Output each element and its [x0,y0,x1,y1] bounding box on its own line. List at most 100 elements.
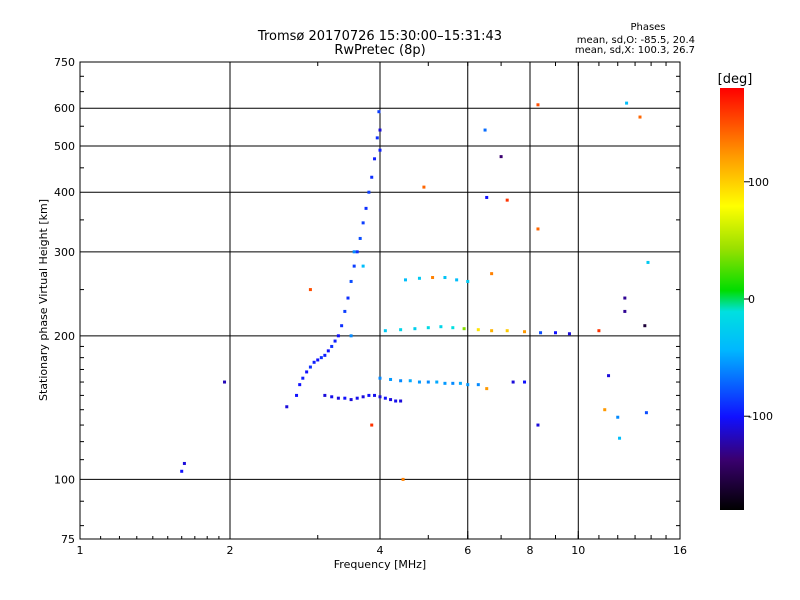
data-point [485,387,489,391]
data-point [312,360,316,364]
data-point [466,279,470,283]
data-point [349,334,353,338]
data-point [370,423,374,427]
data-point [349,279,353,283]
y-tick-label: 75 [61,533,75,546]
data-point [330,395,334,399]
data-point [458,381,462,385]
stats-line-o: mean, sd,O: -85.5, 20.4 [577,35,695,46]
data-point [301,376,305,380]
data-point [485,195,489,199]
data-point [355,396,359,400]
data-point [323,393,327,397]
data-point [349,398,353,402]
data-point [340,324,344,328]
data-point [426,380,430,384]
data-point [375,136,379,140]
data-point [603,408,607,412]
data-point [352,250,356,254]
data-point [607,374,611,378]
data-point [431,276,435,280]
chart-title: Tromsø 20170726 15:30:00–15:31:43 [257,29,502,44]
x-tick-label: 1 [77,544,84,557]
data-point [336,396,340,400]
data-point [305,370,309,374]
data-point [443,381,447,385]
data-point [403,278,407,282]
x-tick-label: 4 [377,544,384,557]
data-point [553,331,557,335]
data-point [616,415,620,419]
minor-ticks [80,62,680,539]
data-point [378,148,382,152]
x-tick-label: 2 [227,544,234,557]
data-point [567,332,571,336]
data-point [462,327,466,331]
data-point [330,344,334,348]
data-point [646,260,650,264]
colorbar-tick-label: 0 [748,293,755,306]
data-point [361,395,365,399]
data-point [443,276,447,280]
data-point [505,198,509,202]
data-point [285,405,289,409]
data-point [378,128,382,132]
data-point [383,329,387,333]
data-point [389,398,393,402]
x-axis-label: Frequency [MHz] [334,558,426,571]
data-point [523,380,527,384]
data-point [451,381,455,385]
data-point [625,101,629,105]
y-tick-label: 750 [54,56,75,69]
y-tick-labels: 75 100 200 300 400 500 600 750 [54,56,75,546]
data-point [182,461,186,465]
data-point [346,296,350,300]
data-point [638,115,642,119]
data-point [399,379,403,383]
data-point [361,264,365,268]
data-point [623,296,627,300]
data-point [295,393,299,397]
data-point [361,221,365,225]
data-point [223,380,227,384]
y-tick-label: 300 [54,246,75,259]
data-point [308,288,312,292]
data-point [180,469,184,473]
data-point [490,329,494,333]
data-point [413,327,417,331]
data-point [483,128,487,132]
data-point [378,395,382,399]
stats-header: Phases [630,22,665,33]
data-point [358,236,362,240]
data-point [367,190,371,194]
data-point [643,324,647,328]
data-point [308,365,312,369]
x-tick-label: 6 [464,544,471,557]
data-point [373,393,377,397]
data-point [399,399,403,403]
data-point [426,326,430,330]
data-point [417,380,421,384]
data-point [505,329,509,333]
data-point [336,334,340,338]
data-point [316,358,320,362]
data-point [417,276,421,280]
data-point [511,380,515,384]
data-point [644,411,648,415]
data-point [401,477,405,481]
colorbar [720,88,744,510]
data-point [389,377,393,381]
data-point [383,396,387,400]
data-point [439,325,443,329]
data-point [435,380,439,384]
data-point [355,250,359,254]
data-point [394,399,398,403]
data-point [352,264,356,268]
data-point [523,330,527,334]
x-tick-labels: 1 2 4 6 8 10 16 [77,544,688,557]
x-tick-label: 16 [673,544,687,557]
data-point [618,436,622,440]
data-point [377,110,381,114]
colorbar-tick-label: 100 [748,176,769,189]
